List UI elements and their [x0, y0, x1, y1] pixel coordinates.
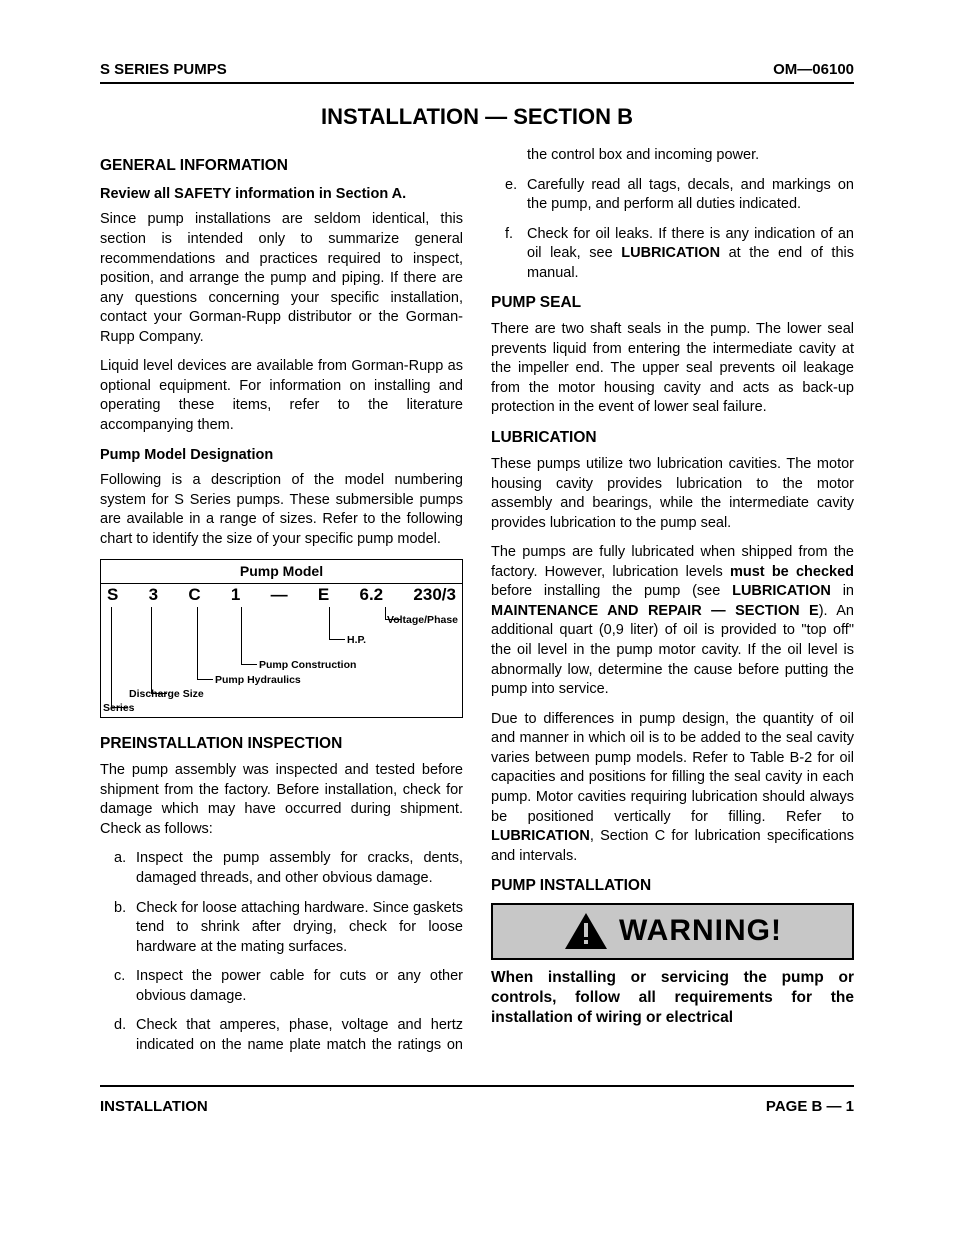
list-text: Inspect the pump assembly for cracks, de… [136, 849, 463, 888]
heading-lubrication: LUBRICATION [491, 428, 854, 449]
content-columns: GENERAL INFORMATION Review all SAFETY in… [100, 146, 854, 1056]
list-item: a. Inspect the pump assembly for cracks,… [100, 849, 463, 888]
para-warning: When installing or servicing the pump or… [491, 968, 854, 1028]
page-footer: INSTALLATION PAGE B — 1 [100, 1085, 854, 1117]
bold-run: MAINTENANCE AND REPAIR — SECTION E [491, 603, 819, 619]
pump-model-diagram: Pump Model S 3 C 1 — E 6.2 230/3 [100, 559, 463, 718]
list-text: Check for loose attaching hardware. Sinc… [136, 899, 463, 958]
cell-construction: 1 [231, 584, 240, 607]
list-item: b. Check for loose attaching hardware. S… [100, 899, 463, 958]
cell-dash: — [271, 584, 288, 607]
list-text: Check for oil leaks. If there is any ind… [527, 225, 854, 284]
diagram-title: Pump Model [101, 560, 462, 583]
heading-pump-seal: PUMP SEAL [491, 293, 854, 314]
list-marker: c. [114, 967, 136, 1006]
subheading-review-safety: Review all SAFETY information in Section… [100, 185, 463, 205]
page-header: S SERIES PUMPS OM—06100 [100, 60, 854, 84]
list-marker: f. [505, 225, 527, 284]
label-series: Series [103, 701, 135, 715]
bold-run: must be checked [730, 564, 854, 580]
label-voltphase: Voltage/Phase [387, 613, 458, 627]
label-hp: H.P. [347, 633, 366, 647]
label-hydraulics: Pump Hydraulics [215, 673, 301, 687]
cell-e: E [318, 584, 329, 607]
para-general-2: Liquid level devices are available from … [100, 357, 463, 435]
warning-label: WARNING! [619, 911, 782, 952]
cell-discharge: 3 [149, 584, 158, 607]
bold-run: LUBRICATION [732, 583, 831, 599]
subheading-model-designation: Pump Model Designation [100, 446, 463, 466]
label-discharge: Discharge Size [129, 687, 204, 701]
bold-run: LUBRICATION [621, 245, 720, 261]
list-item: f. Check for oil leaks. If there is any … [491, 225, 854, 284]
warning-callout: WARNING! [491, 903, 854, 960]
cell-series: S [107, 584, 118, 607]
warning-triangle-icon [563, 911, 609, 951]
para-designation: Following is a description of the model … [100, 471, 463, 549]
list-text: Carefully read all tags, decals, and mar… [527, 176, 854, 215]
header-right: OM—06100 [773, 60, 854, 80]
diagram-model-row: S 3 C 1 — E 6.2 230/3 [101, 583, 462, 607]
label-construction: Pump Construction [259, 658, 356, 672]
para-general-1: Since pump installations are seldom iden… [100, 210, 463, 347]
para-lub-3: Due to differences in pump design, the q… [491, 710, 854, 867]
para-seal: There are two shaft seals in the pump. T… [491, 320, 854, 418]
heading-pump-installation: PUMP INSTALLATION [491, 876, 854, 897]
list-marker: a. [114, 849, 136, 888]
footer-right: PAGE B — 1 [766, 1097, 854, 1117]
diagram-label-tree: Voltage/Phase H.P. Pump Construction Pum… [101, 607, 462, 717]
text-run: Due to differences in pump design, the q… [491, 711, 854, 825]
para-preinstall: The pump assembly was inspected and test… [100, 761, 463, 839]
text-run: in [831, 583, 854, 599]
list-item: e. Carefully read all tags, decals, and … [491, 176, 854, 215]
para-lub-2: The pumps are fully lubricated when ship… [491, 543, 854, 700]
list-item: c. Inspect the power cable for cuts or a… [100, 967, 463, 1006]
list-marker: b. [114, 899, 136, 958]
header-left: S SERIES PUMPS [100, 60, 227, 80]
cell-hydraulics: C [188, 584, 200, 607]
para-lub-1: These pumps utilize two lubrication cavi… [491, 455, 854, 533]
list-marker: e. [505, 176, 527, 215]
heading-general: GENERAL INFORMATION [100, 156, 463, 177]
cell-hp: 6.2 [360, 584, 384, 607]
document-title: INSTALLATION — SECTION B [100, 102, 854, 132]
list-text: Inspect the power cable for cuts or any … [136, 967, 463, 1006]
bold-run: LUBRICATION [491, 828, 590, 844]
heading-preinstall: PREINSTALLATION INSPECTION [100, 734, 463, 755]
cell-voltphase: 230/3 [413, 584, 456, 607]
footer-left: INSTALLATION [100, 1097, 208, 1117]
text-run: before installing the pump (see [491, 583, 732, 599]
